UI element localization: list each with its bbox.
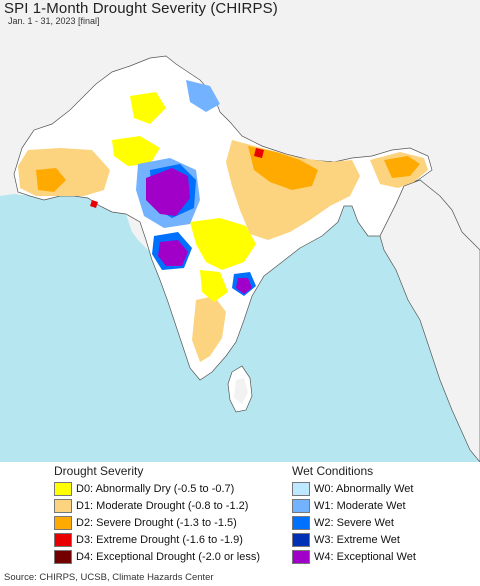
d1-pakistan xyxy=(18,148,110,196)
d2-assam xyxy=(384,156,420,178)
wet-legend-heading: Wet Conditions xyxy=(292,464,374,478)
legend-item-w3: W3: Extreme Wet xyxy=(292,532,416,548)
d2-ganges xyxy=(248,146,318,190)
legend-item-w0: W0: Abnormally Wet xyxy=(292,481,416,497)
wet-w4-areas xyxy=(146,168,252,294)
drought-legend: Drought Severity D0: Abnormally Dry (-0.… xyxy=(54,462,260,566)
wet-legend: Wet Conditions W0: Abnormally Wet W1: Mo… xyxy=(292,462,416,566)
legend-item-d1: D1: Moderate Drought (-0.8 to -1.2) xyxy=(54,498,260,514)
drought-d0-areas xyxy=(112,92,256,302)
d0-rajasthan xyxy=(112,136,160,166)
legend-item-d3: D3: Extreme Drought (-1.6 to -1.9) xyxy=(54,532,260,548)
legend-label-d4: D4: Exceptional Drought (-2.0 or less) xyxy=(76,551,261,563)
land-east xyxy=(379,179,480,462)
d2-pak-south xyxy=(36,168,66,192)
source-credit: Source: CHIRPS, UCSB, Climate Hazards Ce… xyxy=(4,572,214,583)
drought-d3-areas xyxy=(90,148,264,208)
w1-kashmir xyxy=(186,80,220,112)
legend-item-w2: W2: Severe Wet xyxy=(292,515,416,531)
drought-d2-areas xyxy=(36,146,420,192)
swatch-w0 xyxy=(292,482,310,496)
d0-central xyxy=(190,218,256,270)
d1-south xyxy=(192,296,226,362)
legend-label-d0: D0: Abnormally Dry (-0.5 to -0.7) xyxy=(76,483,235,495)
legend-label-w4: W4: Exceptional Wet xyxy=(314,551,416,563)
swatch-w1 xyxy=(292,499,310,513)
swatch-w4 xyxy=(292,550,310,564)
land-mainland xyxy=(13,55,433,381)
swatch-d3 xyxy=(54,533,72,547)
swatch-w2 xyxy=(292,516,310,530)
d0-deccan xyxy=(200,270,228,302)
w4-odisha xyxy=(236,278,252,294)
legend-label-w1: W1: Moderate Wet xyxy=(314,500,406,512)
legend-label-w0: W0: Abnormally Wet xyxy=(314,483,414,495)
legend: Drought Severity D0: Abnormally Dry (-0.… xyxy=(0,462,480,572)
legend-item-d2: D2: Severe Drought (-1.3 to -1.5) xyxy=(54,515,260,531)
w4-maharashtra xyxy=(158,240,188,266)
legend-label-w2: W2: Severe Wet xyxy=(314,517,394,529)
map-subtitle: Jan. 1 - 31, 2023 [final] xyxy=(8,16,100,26)
map-svg xyxy=(0,0,480,462)
sri-lanka-interior xyxy=(234,378,248,404)
drought-map xyxy=(0,0,480,462)
d0-punjab xyxy=(130,92,166,124)
swatch-d0 xyxy=(54,482,72,496)
legend-label-d2: D2: Severe Drought (-1.3 to -1.5) xyxy=(76,517,237,529)
legend-label-d1: D1: Moderate Drought (-0.8 to -1.2) xyxy=(76,500,249,512)
legend-label-w3: W3: Extreme Wet xyxy=(314,534,400,546)
swatch-d2 xyxy=(54,516,72,530)
drought-legend-heading: Drought Severity xyxy=(54,464,144,478)
d3-spot-b xyxy=(90,200,98,208)
legend-item-w4: W4: Exceptional Wet xyxy=(292,549,416,565)
w4-west-mp xyxy=(146,168,190,216)
swatch-w3 xyxy=(292,533,310,547)
swatch-d4 xyxy=(54,550,72,564)
legend-item-d0: D0: Abnormally Dry (-0.5 to -0.7) xyxy=(54,481,260,497)
map-title: SPI 1-Month Drought Severity (CHIRPS) xyxy=(4,0,278,17)
legend-item-w1: W1: Moderate Wet xyxy=(292,498,416,514)
legend-label-d3: D3: Extreme Drought (-1.6 to -1.9) xyxy=(76,534,243,546)
d3-spot-a xyxy=(254,148,264,158)
legend-item-d4: D4: Exceptional Drought (-2.0 or less) xyxy=(54,549,260,565)
swatch-d1 xyxy=(54,499,72,513)
